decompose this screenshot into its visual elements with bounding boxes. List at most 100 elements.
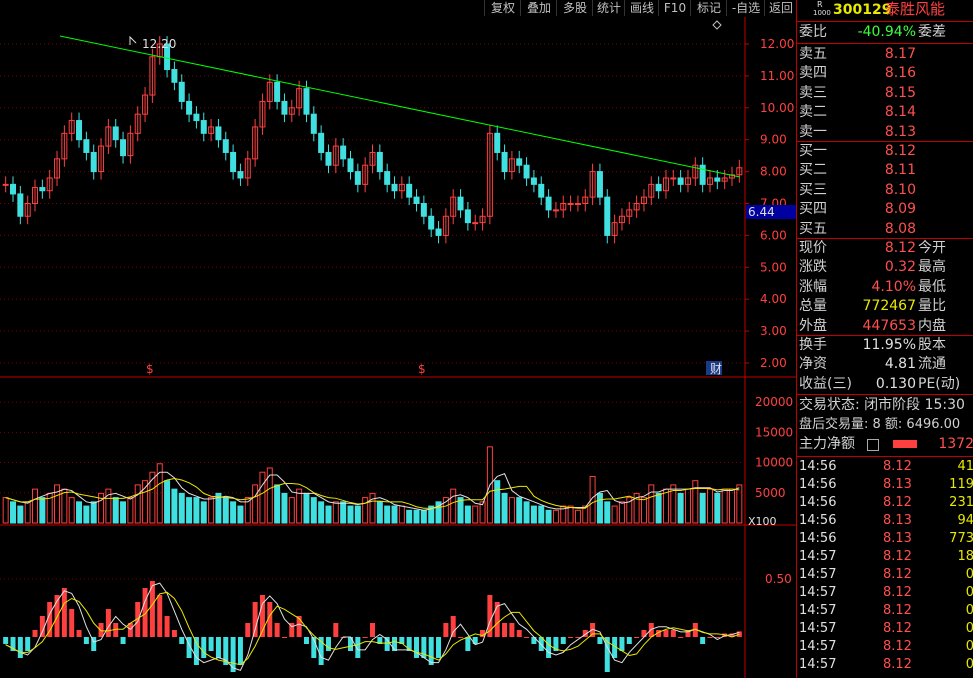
macd-bar xyxy=(678,637,684,638)
toolbar-button-7[interactable]: -自选 xyxy=(726,0,765,16)
macd-bar xyxy=(384,637,390,651)
macd-bar xyxy=(17,637,23,658)
macd-bar xyxy=(663,630,669,637)
volume-bar xyxy=(200,501,207,524)
toolbar-button-2[interactable]: 多股 xyxy=(556,0,593,16)
trendline xyxy=(59,35,741,178)
bid-label: 买四 xyxy=(799,201,827,218)
macd-bar xyxy=(296,616,302,637)
candle-body xyxy=(618,215,625,224)
stock-code: 300129 xyxy=(833,2,892,18)
macd-bar xyxy=(465,637,471,651)
volume-bar xyxy=(398,505,405,524)
volume-bar xyxy=(149,471,156,524)
tick-price: 8.12 xyxy=(883,603,912,618)
bid-price: 8.09 xyxy=(884,201,916,218)
tick-volume: 41 xyxy=(957,459,973,474)
main-flow-label: 主力净额 xyxy=(799,436,855,452)
price-tick-label: 4.00 xyxy=(760,292,787,306)
bid-row[interactable]: 买一 8.12 xyxy=(799,142,973,161)
ask-row[interactable]: 卖一 8.13 xyxy=(799,123,973,142)
candle-body xyxy=(428,215,435,230)
toolbar-button-3[interactable]: 统计 xyxy=(592,0,625,16)
volume-bar xyxy=(413,509,420,524)
toolbar-button-8[interactable]: 返回 xyxy=(764,0,797,16)
bid-row[interactable]: 买二 8.11 xyxy=(799,161,973,180)
ask-label: 卖一 xyxy=(799,123,827,140)
ask-row[interactable]: 卖四 8.16 xyxy=(799,64,973,83)
volume-bar xyxy=(266,467,273,524)
bid-row[interactable]: 买三 8.10 xyxy=(799,181,973,200)
volume-bar xyxy=(142,480,149,524)
tick-time: 14:57 xyxy=(799,567,837,582)
ask-row[interactable]: 卖二 8.14 xyxy=(799,103,973,122)
candle-body xyxy=(523,164,530,179)
volume-bar xyxy=(178,492,185,524)
bid-label: 买五 xyxy=(799,220,827,237)
quote-row: 涨跌 0.32 最高 xyxy=(799,258,973,277)
ask-row[interactable]: 卖三 8.15 xyxy=(799,84,973,103)
volume-bar xyxy=(508,497,515,524)
macd-bar xyxy=(568,637,574,638)
toolbar-button-4[interactable]: 画线 xyxy=(624,0,659,16)
volume-tick-label: 10000 xyxy=(755,456,793,470)
macd-bar xyxy=(325,637,331,651)
list-icon[interactable] xyxy=(867,439,879,451)
volume-bar xyxy=(156,463,163,524)
macd-bars xyxy=(3,581,742,672)
toolbar-button-6[interactable]: 标记 xyxy=(690,0,727,16)
volume-bar xyxy=(736,484,743,524)
volume-bar xyxy=(640,497,647,524)
volume-bar xyxy=(420,509,427,524)
macd-bar xyxy=(252,602,258,637)
candle-body xyxy=(582,196,589,204)
tick-time: 14:56 xyxy=(799,459,837,474)
bid-row[interactable]: 买四 8.09 xyxy=(799,200,973,219)
overlays: 12.20 6.44 $ $ 财 xyxy=(129,20,796,376)
candle-body xyxy=(457,196,464,211)
macd-bar xyxy=(201,637,207,658)
toolbar-button-1[interactable]: 叠加 xyxy=(520,0,557,16)
volume-bar xyxy=(684,488,691,524)
tick-row: 14:56 8.13 119 xyxy=(799,476,973,494)
flow-bar xyxy=(893,440,917,448)
volume-bar xyxy=(648,484,655,524)
macd-bar xyxy=(399,637,405,644)
tick-row: 14:57 8.12 0 xyxy=(799,656,973,674)
volume-bar xyxy=(171,488,178,524)
tick-price: 8.13 xyxy=(883,513,912,528)
fundamental-label: 换手 xyxy=(799,337,827,353)
candle-body xyxy=(721,177,728,182)
ask-row[interactable]: 卖五 8.17 xyxy=(799,45,973,64)
main-flow-row[interactable]: 主力净额 1372 xyxy=(799,435,973,454)
macd-bar xyxy=(230,637,236,672)
volume-bar xyxy=(259,471,266,524)
toolbar-button-5[interactable]: F10 xyxy=(658,0,691,16)
price-tick-label: 12.00 xyxy=(760,37,794,51)
quote-row: 涨幅 4.10% 最低 xyxy=(799,278,973,297)
fundamental-label: 收益(三) xyxy=(799,375,852,392)
macd-bar xyxy=(113,623,119,637)
volume-bar xyxy=(340,501,347,524)
trade-state: 交易状态: 闭市阶段 15:30 xyxy=(799,396,973,415)
bid-row[interactable]: 买五 8.08 xyxy=(799,220,973,239)
macd-bar xyxy=(25,637,31,651)
candle-body xyxy=(32,187,39,205)
ask-label: 卖五 xyxy=(799,46,827,62)
volume-bar xyxy=(288,497,295,524)
volume-bar xyxy=(32,488,39,524)
toolbar-button-0[interactable]: 复权 xyxy=(484,0,521,16)
macd-bar xyxy=(98,623,104,637)
kline-chart[interactable]: 12.0011.0010.009.008.007.006.005.004.003… xyxy=(0,17,796,678)
tick-volume: 18 xyxy=(957,549,973,564)
volume-bars xyxy=(2,446,743,524)
tick-price: 8.12 xyxy=(883,639,912,654)
volume-bar xyxy=(332,501,339,524)
candles xyxy=(2,36,743,244)
candle-body xyxy=(413,196,420,204)
tick-row: 14:57 8.12 0 xyxy=(799,638,973,656)
tick-price: 8.12 xyxy=(883,549,912,564)
tick-row: 14:56 8.12 41 xyxy=(799,458,973,476)
macd-bar xyxy=(436,637,442,658)
candle-body xyxy=(567,203,574,205)
